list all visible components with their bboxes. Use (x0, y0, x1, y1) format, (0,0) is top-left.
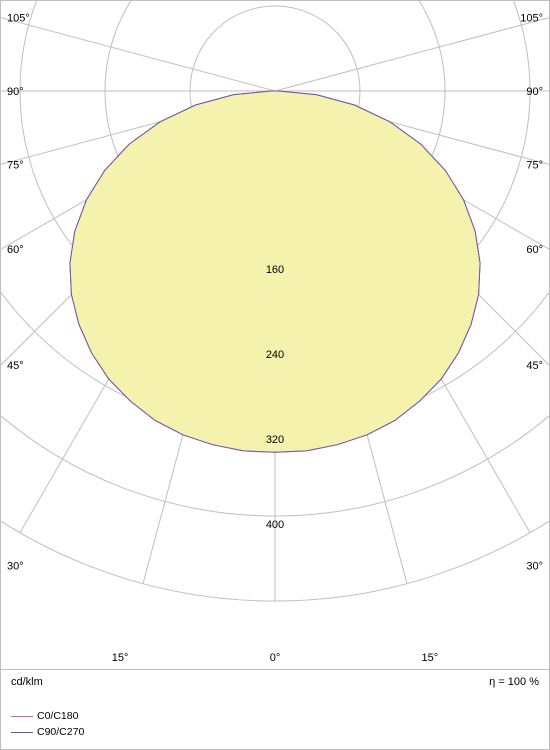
svg-text:160: 160 (266, 264, 284, 276)
svg-text:60°: 60° (526, 244, 543, 256)
polar-plot-area: 160 240 320 400 105° 90° 75° 60° 45° 30° 15° 105° 90… (1, 1, 549, 670)
svg-text:105°: 105° (520, 13, 543, 25)
legend-swatch-c0 (11, 716, 33, 717)
svg-text:105°: 105° (7, 13, 30, 25)
svg-text:30°: 30° (526, 561, 543, 573)
svg-text:60°: 60° (7, 244, 24, 256)
svg-text:240: 240 (266, 349, 284, 361)
svg-text:75°: 75° (526, 159, 543, 171)
legend-swatch-c90 (11, 732, 33, 733)
svg-text:0°: 0° (270, 652, 281, 664)
legend-item-c90: C90/C270 (11, 724, 84, 740)
svg-text:45°: 45° (526, 360, 543, 372)
chart-footer: cd/klm η = 100 % C0/C180 C90/C270 (1, 670, 549, 748)
legend-label: C0/C180 (37, 710, 78, 722)
svg-text:400: 400 (266, 519, 284, 531)
legend: C0/C180 C90/C270 (11, 708, 84, 740)
legend-item-c0: C0/C180 (11, 708, 84, 724)
svg-text:30°: 30° (7, 561, 24, 573)
polar-chart-container: 160 240 320 400 105° 90° 75° 60° 45° 30° 15° 105° 90… (0, 0, 550, 750)
svg-text:90°: 90° (7, 86, 24, 98)
svg-text:75°: 75° (7, 159, 24, 171)
units-label: cd/klm (11, 676, 43, 688)
efficiency-label: η = 100 % (489, 676, 539, 688)
polar-plot-svg: 160 240 320 400 105° 90° 75° 60° 45° 30° 15° 105° 90… (1, 1, 549, 669)
legend-label: C90/C270 (37, 726, 84, 738)
svg-text:45°: 45° (7, 360, 24, 372)
svg-text:15°: 15° (422, 652, 439, 664)
svg-text:320: 320 (266, 434, 284, 446)
svg-text:90°: 90° (526, 86, 543, 98)
svg-text:15°: 15° (112, 652, 129, 664)
